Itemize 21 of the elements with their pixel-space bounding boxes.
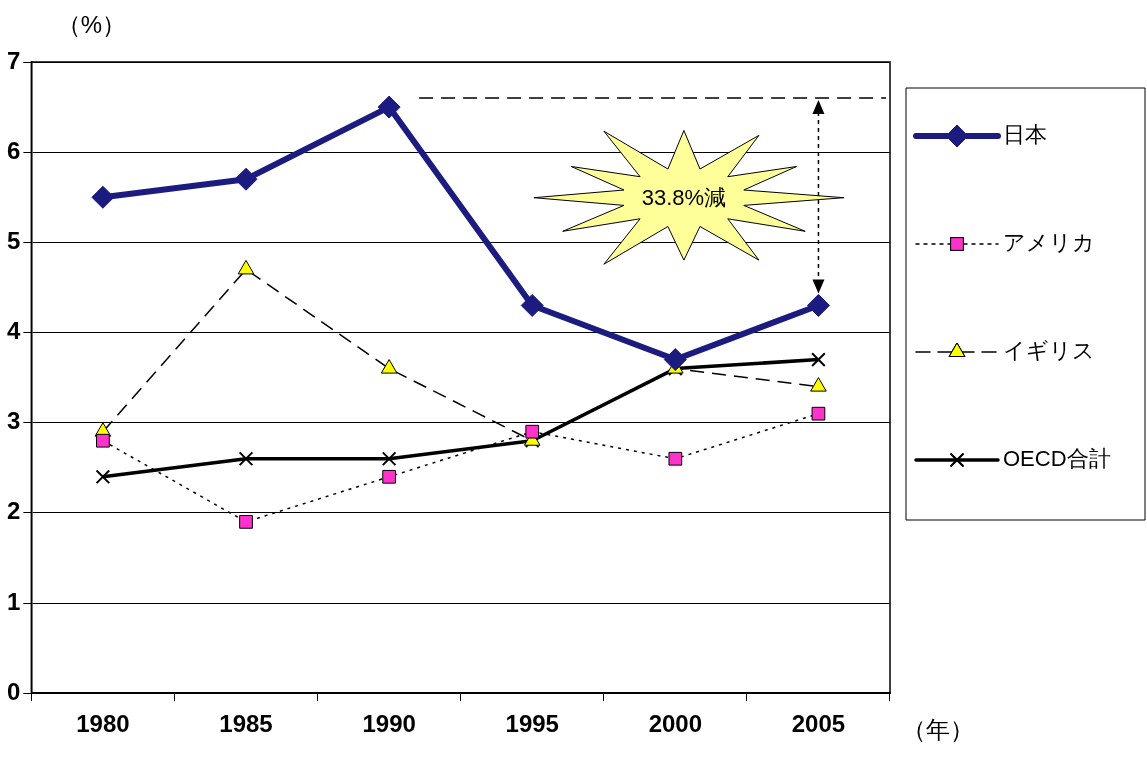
legend-label: アメリカ (1003, 230, 1095, 256)
x-tick-label: 2005 (791, 710, 846, 738)
y-tick-label: 0 (6, 677, 21, 705)
legend-label: OECD合計 (1003, 446, 1111, 472)
y-axis-title: （%） (56, 10, 127, 38)
x-tick-label: 1995 (505, 710, 559, 738)
y-tick-label: 6 (6, 136, 21, 164)
y-tick-label: 4 (6, 317, 21, 345)
x-tick-label: 2000 (648, 710, 703, 738)
x-axis-title: （年） (902, 715, 974, 743)
y-tick-label: 3 (6, 407, 21, 435)
y-tick-label: 7 (6, 46, 21, 74)
legend-label: イギリス (1003, 338, 1095, 364)
x-tick-label: 1990 (362, 710, 416, 738)
x-tick-label: 1985 (219, 710, 273, 738)
legend-label: 日本 (1003, 122, 1047, 148)
y-tick-label: 5 (6, 226, 21, 254)
y-tick-label: 2 (6, 497, 21, 525)
y-tick-label: 1 (6, 587, 21, 615)
x-tick-label: 1980 (76, 710, 130, 738)
annotation: 33.8%減 (641, 183, 727, 212)
